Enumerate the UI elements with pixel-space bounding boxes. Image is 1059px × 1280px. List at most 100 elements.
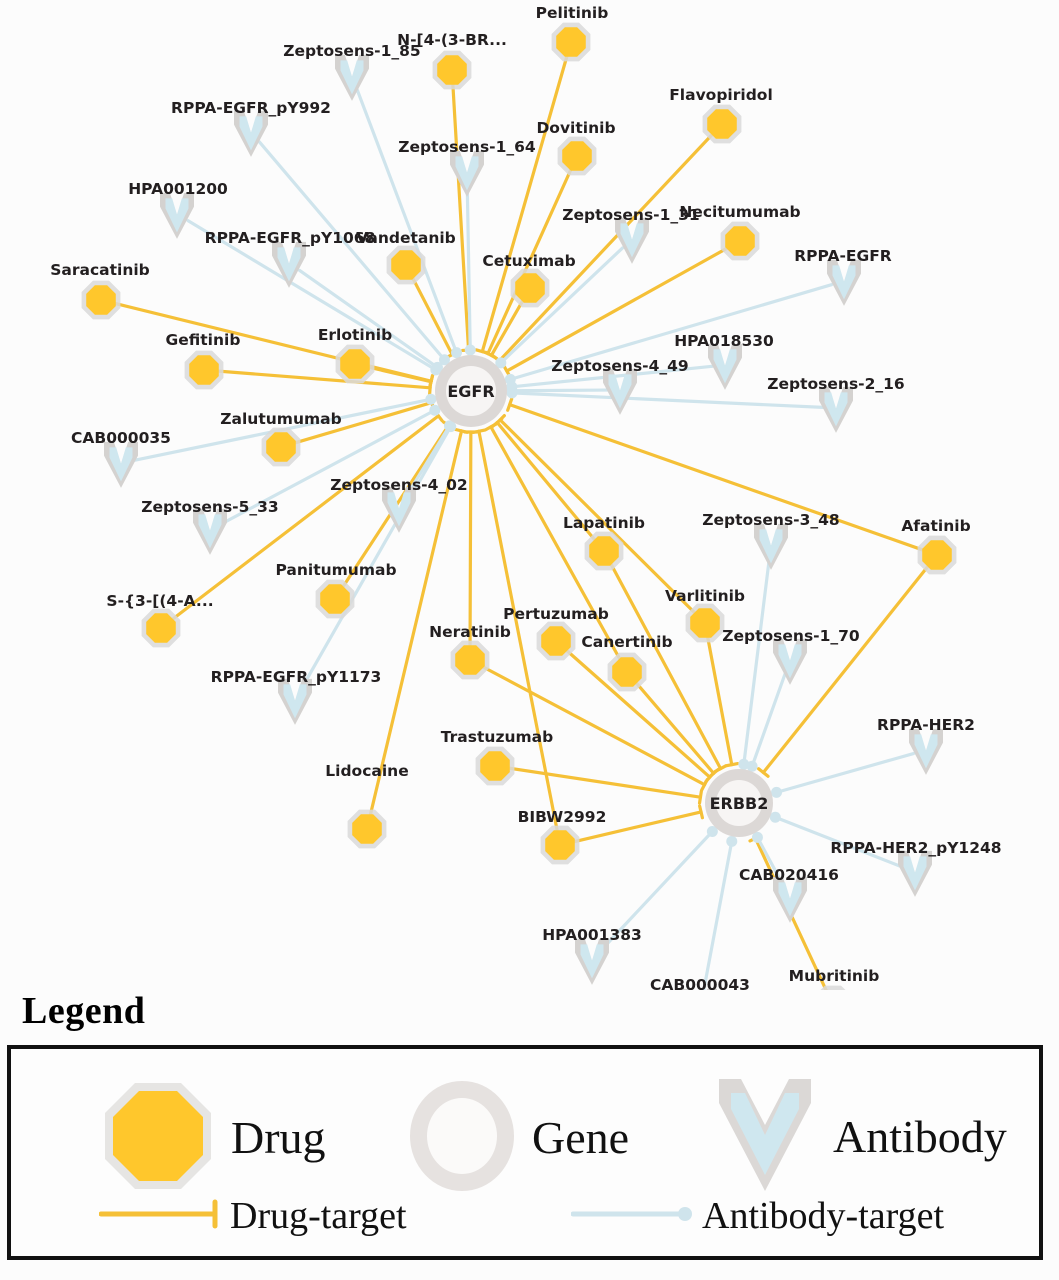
antibody-node[interactable] [898, 850, 932, 897]
drug-node[interactable] [557, 136, 597, 176]
antibody-chevron-icon [824, 392, 848, 427]
drug-node[interactable] [536, 621, 576, 661]
drug-node[interactable] [184, 350, 224, 390]
antibody-node-label: RPPA-EGFR_pY1173 [211, 668, 382, 686]
antibody-node[interactable] [819, 386, 853, 433]
antibody-node[interactable] [382, 486, 416, 533]
drug-node[interactable] [814, 985, 853, 990]
antibody-node[interactable] [575, 938, 609, 985]
drug-node[interactable] [335, 344, 375, 384]
drug-node[interactable] [540, 825, 580, 865]
drug-target-edge [479, 664, 707, 787]
drug-target-edge [705, 634, 734, 767]
drug-node-label: BIBW2992 [518, 808, 607, 826]
drug-node[interactable] [315, 579, 355, 619]
drug-target-terminator [724, 761, 740, 768]
drug-node-label: Saracatinib [50, 261, 150, 279]
drug-node-shape [320, 584, 350, 614]
antibody-target-edge [510, 388, 609, 393]
antibody-target-edge [508, 283, 834, 382]
antibody-target-terminator [706, 825, 718, 837]
drug-target-edge [571, 810, 703, 844]
antibody-chevron-icon [165, 198, 189, 233]
antibody-node[interactable] [773, 638, 807, 685]
drug-node[interactable] [347, 809, 387, 849]
gene-ring-icon [406, 1077, 518, 1199]
antibody-node[interactable] [683, 988, 717, 990]
drug-node-shape [480, 751, 510, 781]
drug-target-edge [477, 429, 560, 834]
antibody-node[interactable] [335, 54, 369, 101]
antibody-node-label: RPPA-HER2_pY1248 [830, 839, 1001, 857]
antibody-node-label: HPA018530 [674, 332, 774, 350]
drug-target-edge [368, 429, 464, 818]
drug-node[interactable] [607, 652, 647, 692]
drug-target-terminator [698, 804, 705, 820]
legend-item-drug: Drug [99, 1077, 326, 1199]
antibody-chevron-icon [778, 644, 802, 679]
drug-node[interactable] [141, 608, 181, 648]
drug-node[interactable] [720, 221, 760, 261]
node-layer [81, 22, 957, 990]
antibody-node-label: HPA001383 [542, 926, 642, 944]
antibody-node[interactable] [104, 441, 138, 488]
antibody-target-edge [499, 246, 625, 365]
drug-node-label: Trastuzumab [441, 728, 553, 746]
drug-node[interactable] [432, 50, 472, 90]
drug-node[interactable] [917, 535, 957, 575]
drug-node[interactable] [81, 280, 121, 320]
drug-node[interactable] [386, 245, 426, 285]
drug-node[interactable] [584, 531, 624, 571]
antibody-node[interactable] [773, 876, 807, 923]
antibody-node[interactable] [234, 110, 268, 157]
antibody-target-edge [773, 815, 905, 869]
antibody-target-edge [465, 183, 472, 352]
gene-node[interactable] [435, 355, 507, 427]
drug-node[interactable] [685, 603, 725, 643]
drug-node[interactable] [551, 22, 591, 62]
drug-node[interactable] [261, 427, 301, 467]
antibody-node[interactable] [615, 217, 649, 264]
drug-node-label: Afatinib [901, 517, 970, 535]
antibody-node[interactable] [160, 192, 194, 239]
drug-node[interactable] [510, 268, 550, 308]
antibody-chevron-icon [340, 60, 364, 95]
antibody-node-label: RPPA-HER2 [877, 716, 975, 734]
drug-target-edge [366, 365, 433, 384]
antibody-node[interactable] [272, 241, 306, 288]
antibody-node[interactable] [603, 368, 637, 415]
drug-node-label: N-[4-(3-BR... [397, 31, 507, 49]
drug-node-shape [690, 608, 720, 638]
antibody-node[interactable] [450, 150, 484, 197]
antibody-node-label: Zeptosens-3_48 [702, 511, 839, 529]
antibody-node-label: HPA001200 [128, 180, 228, 198]
antibody-target-terminator [425, 393, 437, 405]
antibody-chevron-icon [387, 492, 411, 527]
antibody-target-terminator [751, 831, 763, 843]
antibody-node[interactable] [754, 523, 788, 570]
drug-node-shape [612, 657, 642, 687]
drug-node[interactable] [450, 640, 490, 680]
drug-target-terminator [454, 427, 469, 434]
drug-target-terminator [707, 767, 720, 779]
antibody-node-label: RPPA-EGFR [794, 247, 892, 265]
drug-node[interactable] [475, 746, 515, 786]
drug-node-label: S-{3-[(4-A... [106, 592, 213, 610]
antibody-node[interactable] [193, 508, 227, 555]
antibody-target-terminator [726, 835, 738, 847]
gene-node[interactable] [705, 769, 773, 837]
antibody-node-label: Zeptosens-5_33 [141, 498, 278, 516]
drug-target-terminator [428, 380, 433, 396]
legend-item-gene: Gene [406, 1077, 629, 1199]
antibody-node[interactable] [708, 343, 742, 390]
antibody-node[interactable] [909, 728, 943, 775]
antibody-target-terminator [431, 361, 443, 373]
antibody-target-terminator [451, 347, 463, 359]
antibody-node[interactable] [827, 259, 861, 306]
drug-node-label: Vandetanib [356, 229, 456, 247]
drug-node-label: Necitumumab [679, 203, 800, 221]
drug-node[interactable] [702, 104, 742, 144]
antibody-node[interactable] [278, 678, 312, 725]
antibody-node-label: CAB000035 [71, 429, 171, 447]
drug-target-edge [468, 430, 473, 649]
